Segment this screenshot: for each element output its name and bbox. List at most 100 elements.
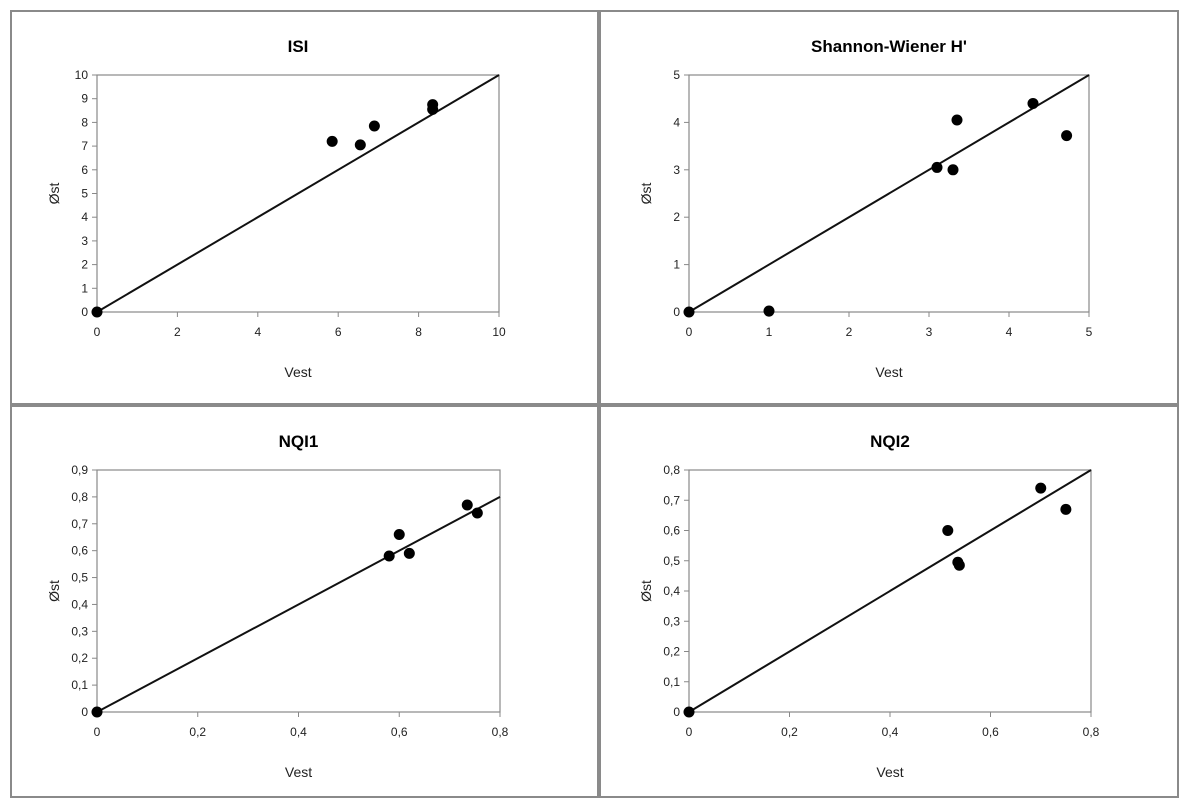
data-point [683,706,695,718]
chart-isi: ISI 0 1 2 3 4 5 6 7 8 9 10 0 2 4 6 8 10 Vest Øst [46,37,506,380]
x-tick-label: 0 [94,325,101,339]
y-tick-label: 5 [673,68,680,82]
data-point [683,306,695,318]
y-tick-label: 0,6 [663,524,680,538]
y-tick-label: 6 [81,163,88,177]
data-point [1061,130,1073,142]
x-tick-label: 0 [686,325,693,339]
chart-title: NQI1 [279,432,319,451]
data-point [947,164,959,176]
y-tick-label: 1 [81,281,88,295]
data-point [471,507,483,519]
y-tick-label: 0,7 [663,493,680,507]
y-tick-label: 2 [81,258,88,272]
y-tick-label: 0,8 [663,463,680,477]
x-tick-label: 0,4 [882,725,899,739]
x-axis-label: Vest [284,364,311,380]
x-tick-label: 0,4 [290,725,307,739]
y-tick-label: 5 [81,187,88,201]
y-tick-label: 4 [81,210,88,224]
y-tick-label: 7 [81,139,88,153]
x-tick-label: 2 [174,325,181,339]
x-tick-label: 0 [686,725,693,739]
y-tick-label: 0 [673,705,680,719]
x-tick-label: 5 [1086,325,1093,339]
data-point [326,135,338,147]
x-axis-label: Vest [285,764,312,780]
y-axis-label: Øst [638,580,654,602]
x-tick-label: 10 [492,325,506,339]
y-tick-label: 9 [81,92,88,106]
data-point [763,305,775,317]
y-tick-label: 0,5 [663,554,680,568]
x-tick-label: 0,8 [492,725,509,739]
data-point [403,547,415,559]
y-tick-label: 3 [81,234,88,248]
chart-title: Shannon-Wiener H' [811,37,967,56]
data-point [1027,97,1039,109]
reference-line [688,469,1092,713]
x-axis-label: Vest [876,764,903,780]
x-tick-label: 0,6 [391,725,408,739]
reference-line [96,74,500,313]
x-tick-label: 4 [1006,325,1013,339]
y-tick-label: 0,5 [71,571,88,585]
reference-line [96,496,501,713]
y-tick-label: 0,6 [71,544,88,558]
y-axis-label: Øst [46,183,62,205]
x-tick-label: 4 [254,325,261,339]
y-tick-label: 4 [673,115,680,129]
data-point [354,139,366,151]
x-tick-label: 0 [94,725,101,739]
data-point [1035,482,1047,494]
y-tick-label: 0,2 [663,645,680,659]
y-tick-label: 0,4 [71,597,88,611]
plot-area [96,469,501,713]
y-tick-label: 0,9 [71,463,88,477]
y-tick-label: 0,1 [71,678,88,692]
y-tick-label: 0 [81,705,88,719]
x-tick-label: 0,2 [781,725,798,739]
x-tick-label: 6 [335,325,342,339]
y-tick-label: 0,1 [663,675,680,689]
y-axis-label: Øst [638,183,654,205]
y-tick-label: 0,8 [71,490,88,504]
x-axis-label: Vest [875,364,902,380]
chart-title: NQI2 [870,432,910,451]
reference-line [688,74,1090,313]
chart-nqi1: NQI1 0 0,1 0,2 0,3 0,4 0,5 0,6 0,7 0,8 0,9 0 0,2 0,4 0… [46,432,509,780]
data-point [942,525,954,536]
y-tick-label: 0 [673,305,680,319]
data-point [91,706,103,718]
x-tick-label: 3 [926,325,933,339]
x-tick-label: 2 [846,325,853,339]
panel-nqi1: NQI1 0 0,1 0,2 0,3 0,4 0,5 0,6 0,7 0,8 0,9 0 0,2 0,4 0… [10,405,599,798]
chart-shannon-wiener: Shannon-Wiener H' 0 1 2 3 4 5 0 1 2 3 4 5 Vest Øst [638,37,1093,380]
x-tick-label: 1 [766,325,773,339]
data-point [953,559,965,571]
panel-nqi2: NQI2 0 0,1 0,2 0,3 0,4 0,5 0,6 0,7 0,8 0 0,2 0,4 0,6 0… [599,405,1179,798]
y-tick-label: 0,2 [71,651,88,665]
y-tick-label: 2 [673,210,680,224]
data-point [951,114,963,126]
data-point [383,550,395,562]
y-tick-label: 8 [81,115,88,129]
data-point [91,306,103,318]
x-tick-label: 0,2 [189,725,206,739]
panel-isi: ISI 0 1 2 3 4 5 6 7 8 9 10 0 2 4 6 8 10 Vest Øst [10,10,599,405]
y-axis-label: Øst [46,580,62,602]
x-tick-label: 0,6 [982,725,999,739]
data-point [427,103,439,115]
y-tick-label: 3 [673,163,680,177]
y-tick-label: 0,3 [71,624,88,638]
data-point [1060,503,1072,515]
chart-title: ISI [288,37,309,56]
plot-area [688,74,1090,313]
chart-nqi2: NQI2 0 0,1 0,2 0,3 0,4 0,5 0,6 0,7 0,8 0 0,2 0,4 0,6 0… [638,432,1100,780]
data-point [393,529,405,541]
y-tick-label: 10 [75,68,89,82]
y-tick-label: 0 [81,305,88,319]
x-tick-label: 8 [415,325,422,339]
data-point [368,120,380,132]
data-point [461,499,473,511]
